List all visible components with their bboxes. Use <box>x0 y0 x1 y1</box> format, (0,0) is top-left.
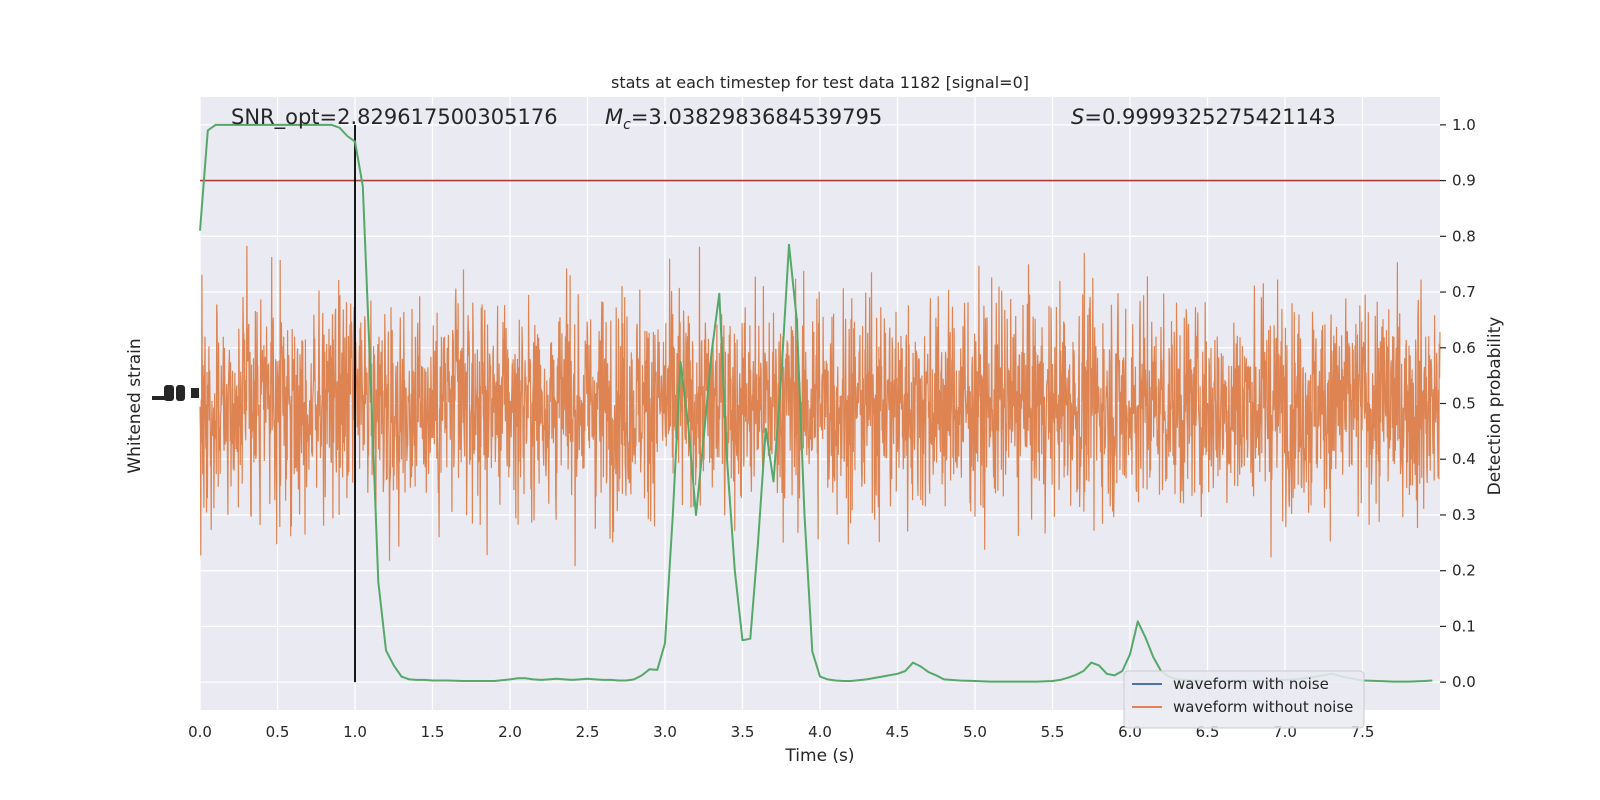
left-axis-mark <box>191 388 199 398</box>
left-axis-mark <box>176 385 185 401</box>
legend-label-noise: waveform with noise <box>1173 675 1329 693</box>
x-tick-label: 0.0 <box>188 723 212 741</box>
x-axis-label: Time (s) <box>784 746 854 766</box>
y-axis-label-left: Whitened strain <box>125 338 145 473</box>
y-tick-label: 0.5 <box>1452 395 1476 413</box>
mc-value: =3.0382983684539795 <box>631 105 882 129</box>
overlap-annotation: S=0.9999325275421143 <box>1071 105 1336 129</box>
legend-label-clean: waveform without noise <box>1173 698 1353 716</box>
strain-trace <box>199 245 1441 567</box>
mc-subscript: c <box>623 117 631 133</box>
detection-probability-series <box>199 123 1433 683</box>
y-tick-label: 0.4 <box>1452 450 1476 468</box>
x-tick-label: 0.5 <box>266 723 290 741</box>
chirp-mass-annotation: Mc=3.0382983684539795 <box>605 105 882 133</box>
reference-lines <box>200 124 1440 683</box>
y-tick-label: 0.7 <box>1452 283 1476 301</box>
chart-title: stats at each timestep for test data 118… <box>611 73 1029 92</box>
x-tick-label: 4.5 <box>886 723 910 741</box>
legend-box <box>1123 670 1365 729</box>
probability-line <box>199 123 1433 683</box>
x-tick-label: 2.0 <box>498 723 522 741</box>
x-tick-label: 5.0 <box>963 723 987 741</box>
left-axis-mark <box>164 385 174 401</box>
x-tick-label: 2.5 <box>576 723 600 741</box>
x-tick-label: 3.5 <box>731 723 755 741</box>
y-tick-label: 0.0 <box>1452 673 1476 691</box>
x-tick-label: 1.5 <box>421 723 445 741</box>
y-tick-label: 0.9 <box>1452 172 1476 190</box>
strain-path <box>199 245 1441 567</box>
y-tick-label: 0.8 <box>1452 227 1476 245</box>
x-tick-label: 1.0 <box>343 723 367 741</box>
left-axis-mark <box>152 396 166 400</box>
y-tick-label: 1.0 <box>1452 116 1476 134</box>
y-tick-label: 0.3 <box>1452 506 1476 524</box>
snr-annotation: SNR_opt=2.829617500305176 <box>231 105 558 130</box>
x-tick-label: 3.0 <box>653 723 677 741</box>
x-tick-label: 5.5 <box>1041 723 1065 741</box>
x-tick-label: 4.0 <box>808 723 832 741</box>
y-tick-labels-right: 0.0 0.1 0.2 0.3 0.4 0.5 0.6 0.7 0.8 0.9 1.0 <box>1440 116 1476 691</box>
legend: waveform with noise waveform without noi… <box>1123 670 1365 729</box>
s-symbol: S <box>1071 105 1084 129</box>
y-axis-label-right: Detection probability <box>1485 317 1505 496</box>
s-value: =0.9999325275421143 <box>1084 105 1335 129</box>
mc-symbol: M <box>605 105 623 129</box>
y-tick-label: 0.1 <box>1452 617 1476 635</box>
y-tick-label: 0.2 <box>1452 562 1476 580</box>
y-tick-label: 0.6 <box>1452 339 1476 357</box>
